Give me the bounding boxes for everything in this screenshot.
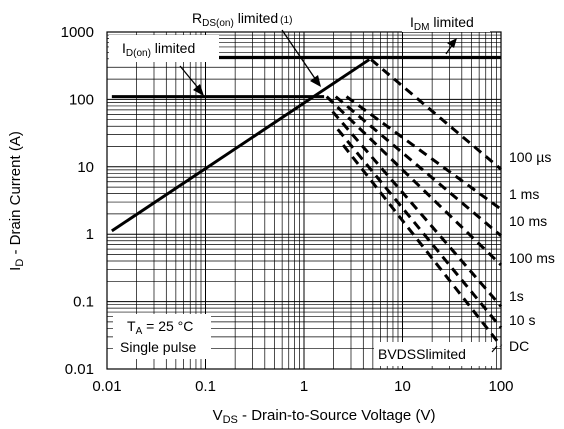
- pulse-line-4: [325, 95, 503, 267]
- rds-limited-label: RDS(on) limited (1): [192, 10, 292, 29]
- rds-arrow-line: [281, 29, 317, 81]
- y-axis-title: ID - Drain Current (A): [7, 131, 26, 271]
- series-labels: 100 µs 1 ms 10 ms 100 ms 1s 10 s DC: [509, 149, 555, 354]
- rds-on-limit-line: [111, 58, 371, 233]
- id-on-arrow-head: [193, 84, 204, 96]
- y-tick-label: 1: [86, 226, 94, 243]
- pulse-label-6: 10 s: [509, 312, 535, 328]
- annotation-arrows: [179, 29, 498, 353]
- y-tick-labels: 0.01 0.1 1 10 100 1000: [61, 24, 94, 378]
- id-on-arrow-line: [179, 65, 200, 90]
- limit-lines: [111, 55, 501, 233]
- pulse-label-7: DC: [509, 338, 529, 354]
- pulse-label-5: 1s: [509, 288, 524, 304]
- bvdss-label-box: [374, 342, 492, 366]
- y-tick-label: 0.1: [73, 294, 94, 311]
- pulse-label-3: 10 ms: [509, 213, 547, 229]
- series-lines: [325, 58, 503, 347]
- bvdss-limited-label: BVDSSlimited: [378, 346, 466, 362]
- annotation-labels: RDS(on) limited (1) IDM limited ID(on) li…: [120, 10, 474, 362]
- pulse-line-7: [342, 144, 503, 347]
- x-tick-label: 0.1: [195, 378, 216, 395]
- bvdss-pointer-line: [491, 345, 498, 353]
- annotation-boxes: [109, 10, 492, 366]
- x-tick-labels: 0.01 0.1 1 10 100: [92, 378, 513, 395]
- single-pulse-label: Single pulse: [120, 339, 196, 355]
- y-tick-label: 100: [69, 91, 94, 108]
- pulse-line-1: [370, 58, 502, 171]
- pulse-label-2: 1 ms: [509, 186, 539, 202]
- pulse-label-4: 100 ms: [509, 250, 555, 266]
- pulse-line-6: [336, 128, 503, 329]
- conditions-label-box: [113, 314, 211, 359]
- idm-limited-label: IDM limited: [410, 14, 474, 33]
- y-tick-label: 1000: [61, 24, 94, 41]
- idm-arrow-head: [447, 38, 457, 48]
- idm-label-box: [402, 10, 490, 32]
- id-on-limited-label: ID(on) limited: [122, 40, 195, 59]
- x-tick-label: 10: [394, 378, 411, 395]
- x-axis-title: VDS - Drain-to-Source Voltage (V): [213, 407, 436, 426]
- pulse-label-1: 100 µs: [509, 149, 551, 165]
- x-tick-label: 0.01: [92, 378, 121, 395]
- x-tick-label: 1: [300, 378, 308, 395]
- pulse-line-2: [345, 95, 502, 211]
- y-tick-label: 10: [77, 159, 94, 176]
- x-tick-label: 100: [488, 378, 513, 395]
- pulse-line-5: [331, 110, 503, 308]
- temperature-label: TA = 25 °C: [127, 318, 193, 337]
- y-tick-label: 0.01: [65, 361, 94, 378]
- rds-arrow-head: [310, 75, 321, 87]
- id-on-label-box: [109, 35, 219, 62]
- pulse-line-3: [334, 95, 502, 237]
